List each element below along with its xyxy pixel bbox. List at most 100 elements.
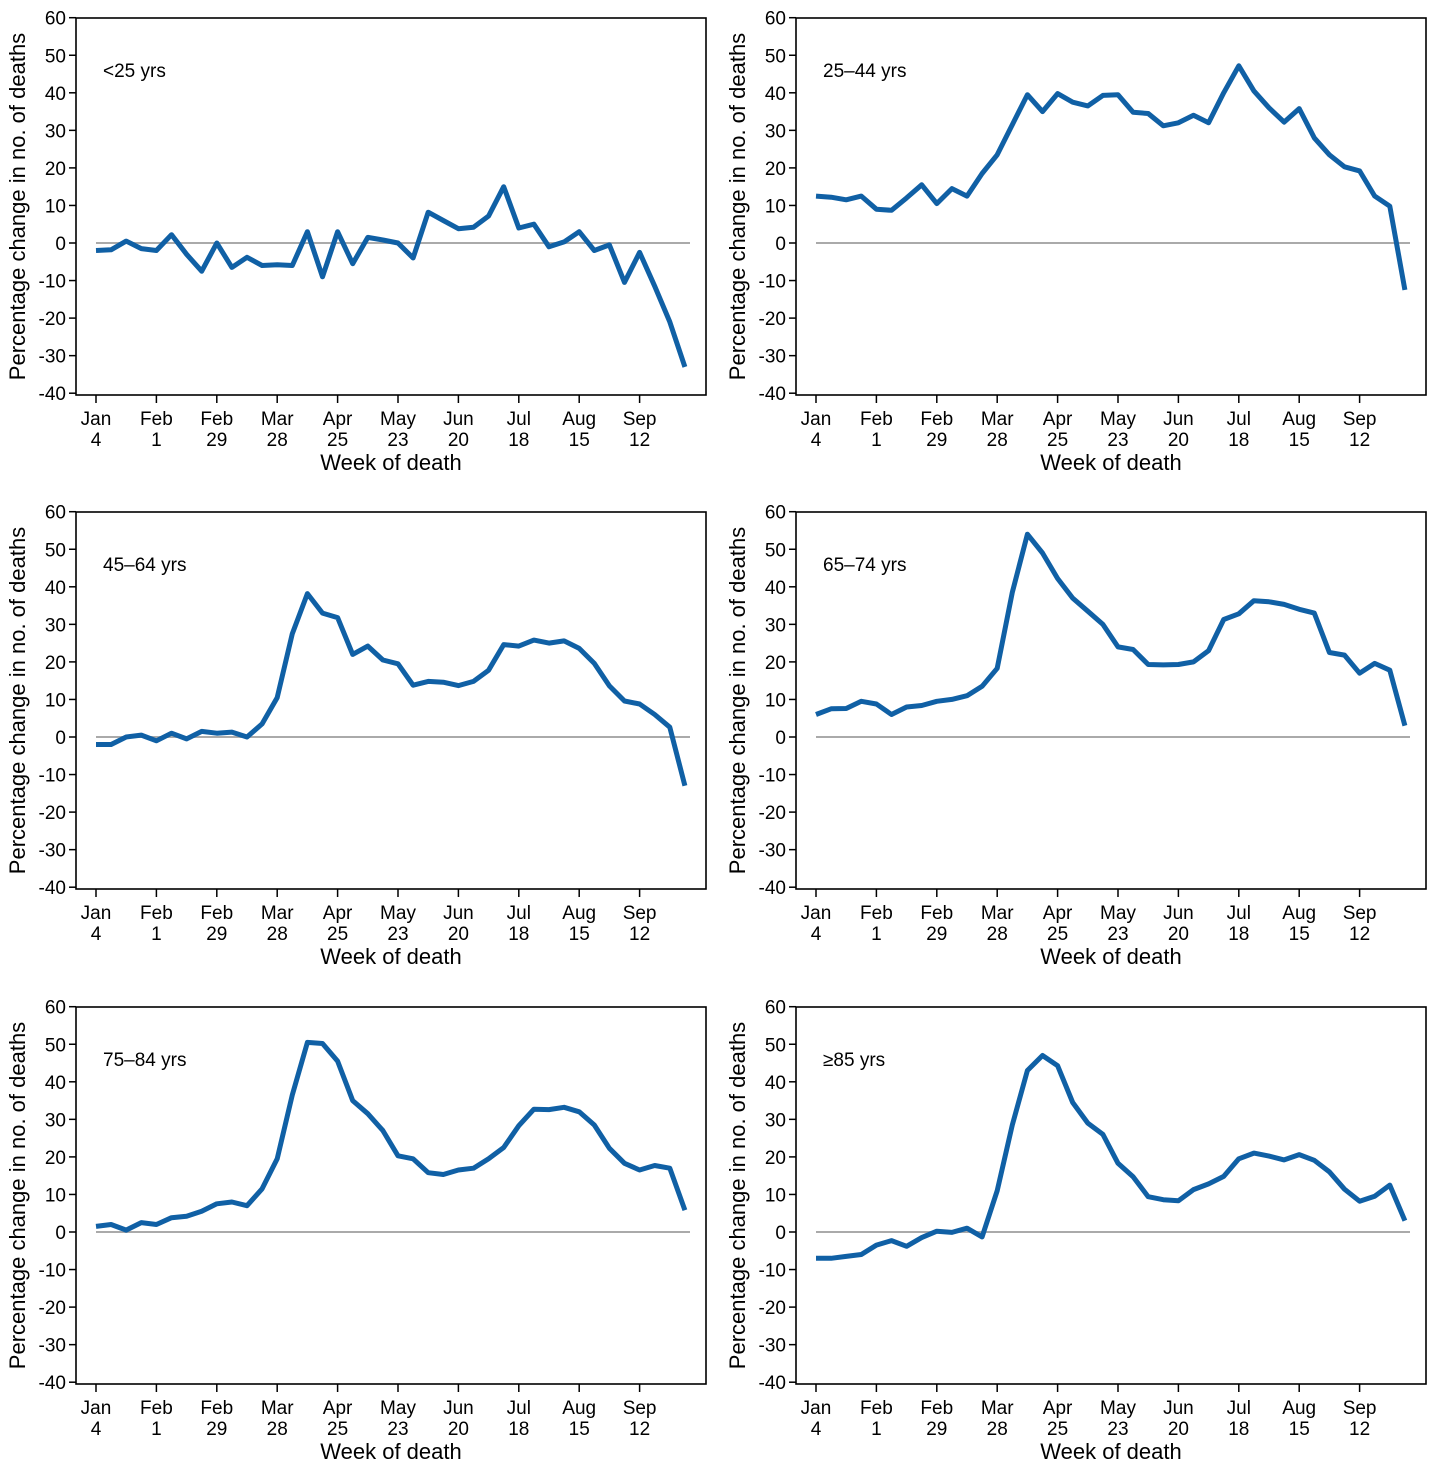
y-tick-label: 0 — [55, 234, 66, 255]
x-tick-label-month: Jun — [1163, 409, 1194, 430]
data-point — [1025, 1068, 1030, 1073]
data-point — [577, 229, 582, 234]
data-point — [1357, 168, 1362, 173]
x-tick-label-day: 12 — [629, 430, 650, 451]
x-tick-label-day: 18 — [508, 924, 529, 945]
x-tick-label-month: May — [1100, 1398, 1136, 1419]
x-tick-label-month: Sep — [623, 903, 657, 924]
x-tick-label-month: Mar — [261, 903, 294, 924]
data-point — [667, 725, 672, 730]
x-tick-label-day: 4 — [91, 430, 102, 451]
x-tick-label-month: Feb — [920, 409, 953, 430]
data-point — [1025, 532, 1030, 537]
x-tick-label-day: 23 — [387, 924, 408, 945]
x-tick-label-day: 20 — [448, 924, 469, 945]
data-point — [320, 1041, 325, 1046]
x-tick-label-day: 20 — [1168, 1419, 1189, 1440]
y-tick-label: 50 — [765, 540, 786, 561]
data-point — [260, 1186, 265, 1191]
data-point — [320, 274, 325, 279]
y-tick-label: -30 — [39, 841, 66, 862]
y-tick-label: 10 — [45, 1185, 66, 1206]
data-point — [531, 1107, 536, 1112]
age-group-label: 65–74 yrs — [823, 555, 906, 576]
y-tick-label: 40 — [45, 578, 66, 599]
x-tick-label-month: May — [380, 1398, 416, 1419]
x-tick-label-month: Jan — [81, 1398, 112, 1419]
y-tick-label: -40 — [759, 878, 786, 899]
data-point — [380, 238, 385, 243]
data-point — [980, 171, 985, 176]
series-line — [815, 63, 1408, 291]
x-tick-label-day: 25 — [1047, 924, 1068, 945]
x-tick-label-day: 15 — [569, 924, 590, 945]
data-point — [577, 646, 582, 651]
x-tick-label-day: 15 — [1289, 1419, 1310, 1440]
data-point — [335, 615, 340, 620]
data-point — [169, 232, 174, 237]
data-point — [577, 1109, 582, 1114]
x-tick-label-day: 18 — [508, 1419, 529, 1440]
data-point — [622, 1161, 627, 1166]
plot-frame — [75, 1006, 707, 1385]
data-point — [1161, 1197, 1166, 1202]
data-point — [980, 1234, 985, 1239]
x-tick-label-month: Sep — [1343, 1398, 1377, 1419]
x-tick-label-month: Aug — [562, 1398, 596, 1419]
x-tick-label-month: Jan — [81, 903, 112, 924]
y-axis-title: Percentage change in no. of deaths — [5, 527, 30, 874]
data-point — [844, 1254, 849, 1259]
x-tick-label-month: Feb — [860, 1398, 893, 1419]
y-tick-label: -20 — [39, 309, 66, 330]
x-tick-label-day: 15 — [569, 430, 590, 451]
x-tick-label-day: 23 — [387, 430, 408, 451]
x-tick-label-day: 20 — [1168, 430, 1189, 451]
data-point — [1267, 599, 1272, 604]
data-point — [109, 742, 114, 747]
x-axis-title: Week of death — [320, 944, 461, 969]
data-point — [1206, 120, 1211, 125]
x-tick-label-day: 28 — [987, 430, 1008, 451]
data-point — [904, 705, 909, 710]
data-point — [320, 611, 325, 616]
data-point — [1357, 671, 1362, 676]
plot-frame — [75, 17, 707, 396]
data-point — [335, 1059, 340, 1064]
data-point — [1297, 106, 1302, 111]
data-point — [622, 280, 627, 285]
y-tick-label: 10 — [765, 196, 786, 217]
x-tick-label-day: 12 — [1349, 924, 1370, 945]
y-axis-title: Percentage change in no. of deaths — [5, 33, 30, 380]
y-axis-title: Percentage change in no. of deaths — [725, 1022, 750, 1369]
panel-5: -40-30-20-100102030405060Jan4Feb1Feb29Ma… — [5, 998, 707, 1464]
y-tick-label: 40 — [45, 1073, 66, 1094]
data-point — [1282, 1157, 1287, 1162]
x-tick-label-day: 1 — [151, 924, 162, 945]
x-tick-label-month: Jun — [1163, 1398, 1194, 1419]
data-point — [1116, 1161, 1121, 1166]
data-point — [1100, 1132, 1105, 1137]
x-tick-label-month: Apr — [323, 903, 353, 924]
data-point — [275, 262, 280, 267]
data-point — [516, 644, 521, 649]
y-tick-label: -10 — [759, 1261, 786, 1282]
data-point — [1131, 647, 1136, 652]
y-tick-label: -30 — [759, 841, 786, 862]
data-point — [1010, 590, 1015, 595]
y-tick-label: 0 — [775, 234, 786, 255]
data-point — [1040, 109, 1045, 114]
plot-frame — [795, 17, 1427, 396]
x-tick-label-day: 20 — [448, 430, 469, 451]
data-point — [652, 712, 657, 717]
plot-frame — [795, 511, 1427, 890]
x-tick-label-day: 25 — [327, 924, 348, 945]
age-group-label: 75–84 yrs — [103, 1050, 186, 1071]
data-point — [859, 1252, 864, 1257]
data-point — [229, 265, 234, 270]
data-point — [607, 1146, 612, 1151]
data-point — [1176, 1198, 1181, 1203]
x-tick-label-month: Jul — [1227, 409, 1251, 430]
y-tick-label: 40 — [765, 578, 786, 599]
y-tick-label: 20 — [45, 653, 66, 674]
